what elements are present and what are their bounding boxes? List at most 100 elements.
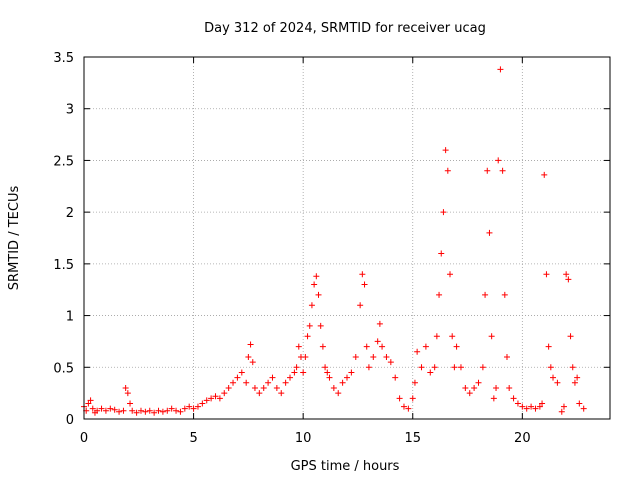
data-point: [230, 379, 237, 386]
data-point: [225, 384, 232, 391]
data-point: [490, 395, 497, 402]
data-point: [300, 369, 307, 376]
data-point: [565, 276, 572, 283]
data-point: [352, 353, 359, 360]
data-point: [111, 406, 118, 413]
data-point: [497, 66, 504, 73]
data-point: [574, 374, 581, 381]
data-point: [124, 390, 131, 397]
data-point: [319, 343, 326, 350]
data-point: [580, 405, 587, 412]
data-point: [247, 341, 254, 348]
data-point: [177, 408, 184, 415]
x-axis-label: GPS time / hours: [291, 459, 400, 474]
data-point: [168, 405, 175, 412]
data-point: [376, 320, 383, 327]
x-tick-label: 0: [80, 431, 88, 446]
data-point: [133, 409, 140, 416]
data-point: [379, 343, 386, 350]
data-point: [245, 353, 252, 360]
data-point: [234, 374, 241, 381]
data-point: [324, 369, 331, 376]
data-point: [313, 273, 320, 280]
data-point: [466, 390, 473, 397]
data-point: [493, 384, 500, 391]
data-point: [361, 281, 368, 288]
data-point: [506, 384, 513, 391]
y-tick-label: 3.5: [53, 51, 74, 66]
data-point: [190, 405, 197, 412]
data-point: [400, 403, 407, 410]
y-tick-label: 2.5: [53, 154, 74, 169]
data-point: [363, 343, 370, 350]
data-point: [282, 379, 289, 386]
data-point: [427, 369, 434, 376]
data-point: [484, 167, 491, 174]
data-point: [151, 409, 158, 416]
data-point: [449, 333, 456, 340]
data-point: [576, 400, 583, 407]
data-point: [146, 407, 153, 414]
data-point: [348, 369, 355, 376]
data-point: [514, 400, 521, 407]
data-point: [569, 364, 576, 371]
data-point: [433, 333, 440, 340]
series-srmtid: [81, 66, 587, 416]
data-point: [260, 384, 267, 391]
data-point: [120, 407, 127, 414]
data-point: [278, 390, 285, 397]
data-point: [405, 405, 412, 412]
data-point: [344, 374, 350, 381]
data-point: [374, 338, 381, 345]
data-point: [173, 407, 180, 414]
data-point: [482, 291, 489, 298]
data-point: [499, 167, 506, 174]
data-point: [558, 408, 565, 415]
data-point: [159, 408, 166, 415]
data-point: [488, 333, 495, 340]
data-point: [155, 407, 162, 414]
data-point: [545, 343, 552, 350]
data-point: [418, 364, 425, 371]
data-point: [304, 333, 311, 340]
data-point: [142, 408, 149, 415]
data-point: [409, 395, 416, 402]
data-point: [322, 364, 329, 371]
x-tick-label: 10: [295, 431, 312, 446]
data-point: [567, 333, 574, 340]
data-point: [503, 353, 510, 360]
data-point: [495, 157, 502, 164]
data-point: [563, 271, 570, 278]
data-points: [81, 66, 587, 416]
data-point: [510, 395, 517, 402]
data-point: [541, 171, 548, 178]
data-point: [208, 395, 215, 402]
data-point: [442, 147, 449, 154]
data-point: [212, 393, 219, 400]
data-point: [357, 302, 364, 309]
data-point: [315, 291, 322, 298]
data-point: [330, 384, 337, 391]
data-point: [181, 405, 188, 412]
data-point: [94, 407, 101, 414]
y-tick-label: 1.5: [53, 258, 74, 273]
y-tick-label: 2: [66, 206, 74, 221]
data-point: [486, 229, 493, 236]
y-tick-label: 3: [66, 103, 74, 118]
x-tick-label: 5: [189, 431, 197, 446]
data-point: [291, 369, 298, 376]
data-point: [269, 374, 276, 381]
data-point: [543, 271, 550, 278]
data-point: [519, 403, 526, 410]
data-point: [392, 374, 399, 381]
data-point: [339, 379, 346, 386]
data-point: [137, 407, 144, 414]
data-point: [256, 390, 263, 397]
data-point: [479, 364, 486, 371]
data-point: [107, 405, 114, 412]
data-point: [335, 390, 342, 397]
data-point: [102, 407, 109, 414]
data-point: [547, 364, 554, 371]
data-point: [116, 408, 123, 415]
